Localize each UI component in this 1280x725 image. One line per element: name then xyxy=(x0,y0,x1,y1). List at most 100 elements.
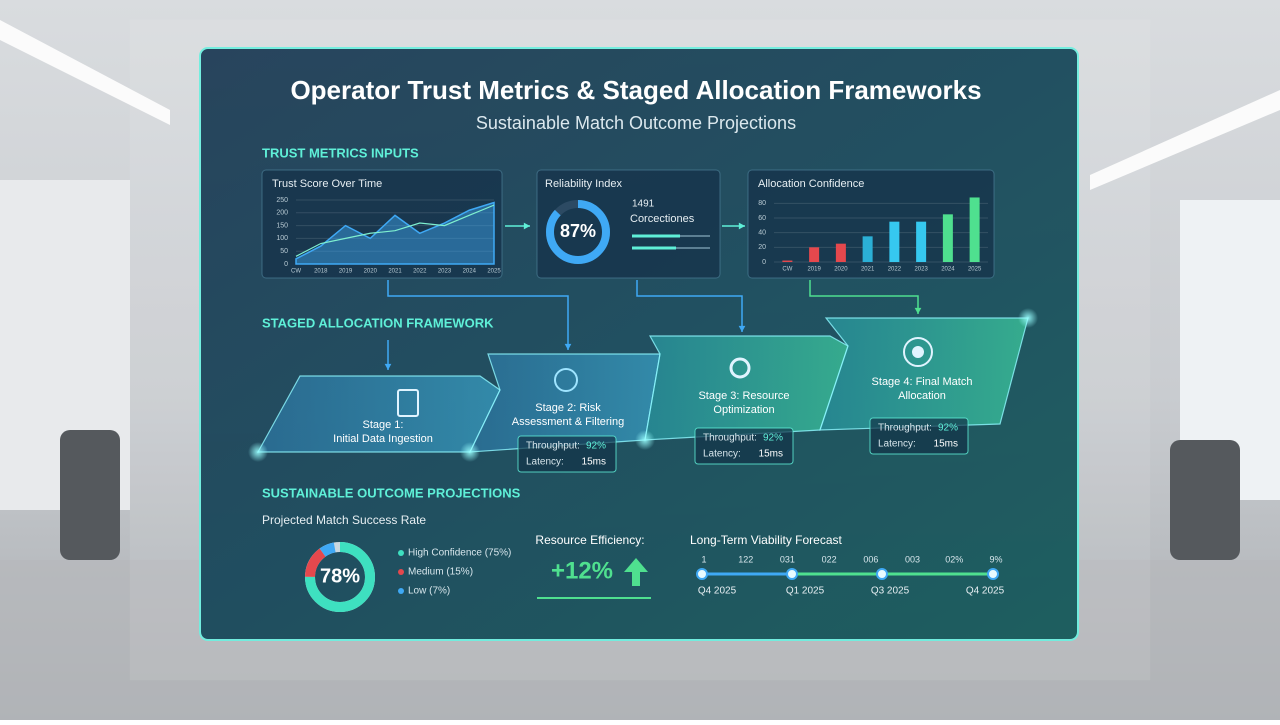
stage-block xyxy=(256,375,501,453)
stage-label: Stage 3: Resource xyxy=(698,390,789,402)
x-tick-label: 2024 xyxy=(463,269,477,275)
kpi-value: +12% xyxy=(551,557,613,584)
bar xyxy=(782,260,793,262)
legend-swatch xyxy=(398,550,404,556)
donut-label: 78% xyxy=(320,565,360,587)
x-tick-label: 2025 xyxy=(968,267,982,273)
bar xyxy=(942,214,953,262)
x-tick-label: 2020 xyxy=(834,267,848,273)
bar xyxy=(809,247,820,262)
chair xyxy=(60,430,120,560)
x-tick-label: 2024 xyxy=(941,267,955,273)
milestone-dot xyxy=(786,568,798,580)
forecast-top-label: 122 xyxy=(738,554,753,564)
arrowhead xyxy=(523,222,530,230)
glow xyxy=(248,442,268,462)
metric-label: Latency: xyxy=(878,439,916,450)
x-tick-label: 2025 xyxy=(487,269,501,275)
line xyxy=(295,204,495,257)
dashboard: Operator Trust Metrics & Staged Allocati… xyxy=(248,75,1038,612)
legend-label: Medium (15%) xyxy=(408,567,473,578)
stage-label: Initial Data Ingestion xyxy=(333,433,433,445)
x-tick-label: 2023 xyxy=(438,269,452,275)
legend-swatch xyxy=(398,569,404,575)
stage-label: Optimization xyxy=(713,404,774,416)
x-tick-label: 2022 xyxy=(888,267,902,273)
stage-icon xyxy=(397,389,419,417)
y-tick-label: 20 xyxy=(758,244,766,251)
x-tick-label: 2021 xyxy=(388,269,402,275)
metric-value: 92% xyxy=(763,433,783,444)
y-tick-label: 150 xyxy=(276,222,288,229)
stage-label: Allocation xyxy=(898,390,946,402)
x-tick-label: 2023 xyxy=(914,267,928,273)
ceiling-light xyxy=(1090,90,1280,190)
bar xyxy=(889,221,900,262)
metric-value: 15ms xyxy=(934,439,958,450)
connector xyxy=(387,280,569,350)
milestone-label: Q4 2025 xyxy=(698,586,737,597)
y-tick-label: 40 xyxy=(758,230,766,237)
up-arrow xyxy=(624,558,648,586)
arrowhead xyxy=(738,222,745,230)
stage-label: Stage 1: xyxy=(363,419,404,431)
x-tick-label: 2020 xyxy=(364,269,378,275)
arrowhead xyxy=(384,363,392,370)
bar xyxy=(862,236,873,262)
glow xyxy=(460,442,480,462)
x-tick-label: 2022 xyxy=(413,269,427,275)
x-tick-label: 2021 xyxy=(861,267,875,273)
legend-label: Low (7%) xyxy=(408,586,450,597)
metric-box xyxy=(517,435,617,473)
milestone-dot xyxy=(696,568,708,580)
forecast-top-label: 1 xyxy=(701,554,706,564)
metric-value: 15ms xyxy=(582,457,606,468)
x-tick-label: CW xyxy=(291,269,301,275)
stage-icon xyxy=(903,337,933,367)
milestone-label: Q3 2025 xyxy=(871,586,910,597)
connector xyxy=(636,280,743,332)
metric-label: Latency: xyxy=(526,457,564,468)
x-tick-label: 2019 xyxy=(807,267,821,273)
glow xyxy=(635,430,655,450)
metric-box xyxy=(694,427,794,465)
y-tick-label: 50 xyxy=(280,248,288,255)
y-tick-label: 200 xyxy=(276,210,288,217)
legend-label: High Confidence (75%) xyxy=(408,548,511,559)
bar xyxy=(835,243,846,262)
note: 1491 xyxy=(632,199,655,210)
metric-value: 15ms xyxy=(759,449,783,460)
forecast-top-label: 006 xyxy=(863,554,878,564)
metric-value: 92% xyxy=(586,441,606,452)
donut-segment xyxy=(305,542,375,612)
arrowhead xyxy=(914,307,922,314)
bar xyxy=(969,197,980,262)
y-tick-label: 60 xyxy=(758,215,766,222)
stage-block xyxy=(644,335,849,441)
x-tick-label: 2018 xyxy=(314,269,328,275)
ceiling-light xyxy=(0,20,170,125)
stage-icon xyxy=(729,357,751,379)
milestone-dot xyxy=(987,568,999,580)
milestone-label: Q1 2025 xyxy=(786,586,825,597)
y-tick-label: 80 xyxy=(758,200,766,207)
milestone-dot xyxy=(876,568,888,580)
card-title: Reliability Index xyxy=(545,178,623,190)
metric-label: Throughput: xyxy=(703,433,757,444)
metric-label: Latency: xyxy=(703,449,741,460)
caption: Corcectiones xyxy=(630,213,695,225)
glow xyxy=(1018,308,1038,328)
card-title: Allocation Confidence xyxy=(758,178,864,190)
subtitle: Sustainable Match Outcome Projections xyxy=(476,113,796,133)
y-tick-label: 100 xyxy=(276,235,288,242)
forecast-top-label: 022 xyxy=(822,554,837,564)
stage-icon xyxy=(554,368,578,392)
bar xyxy=(916,221,927,262)
arrowhead xyxy=(738,325,746,332)
y-tick-label: 0 xyxy=(284,261,288,268)
section-heading: SUSTAINABLE OUTCOME PROJECTIONS xyxy=(262,485,521,500)
metric-label: Throughput: xyxy=(526,441,580,452)
forecast-top-label: 02% xyxy=(945,554,963,564)
forecast-top-label: 003 xyxy=(905,554,920,564)
